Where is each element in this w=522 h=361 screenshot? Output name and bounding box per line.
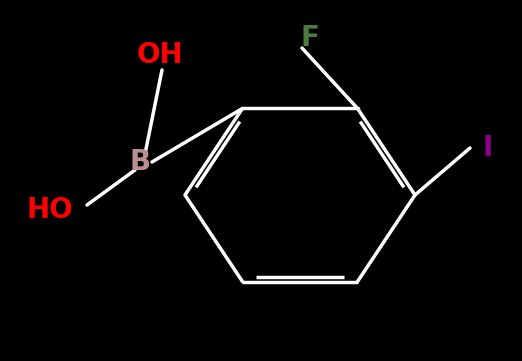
Text: OH: OH [137, 41, 183, 69]
Text: F: F [301, 24, 319, 52]
Text: B: B [129, 148, 150, 176]
Text: I: I [483, 134, 493, 162]
Text: HO: HO [27, 196, 73, 224]
